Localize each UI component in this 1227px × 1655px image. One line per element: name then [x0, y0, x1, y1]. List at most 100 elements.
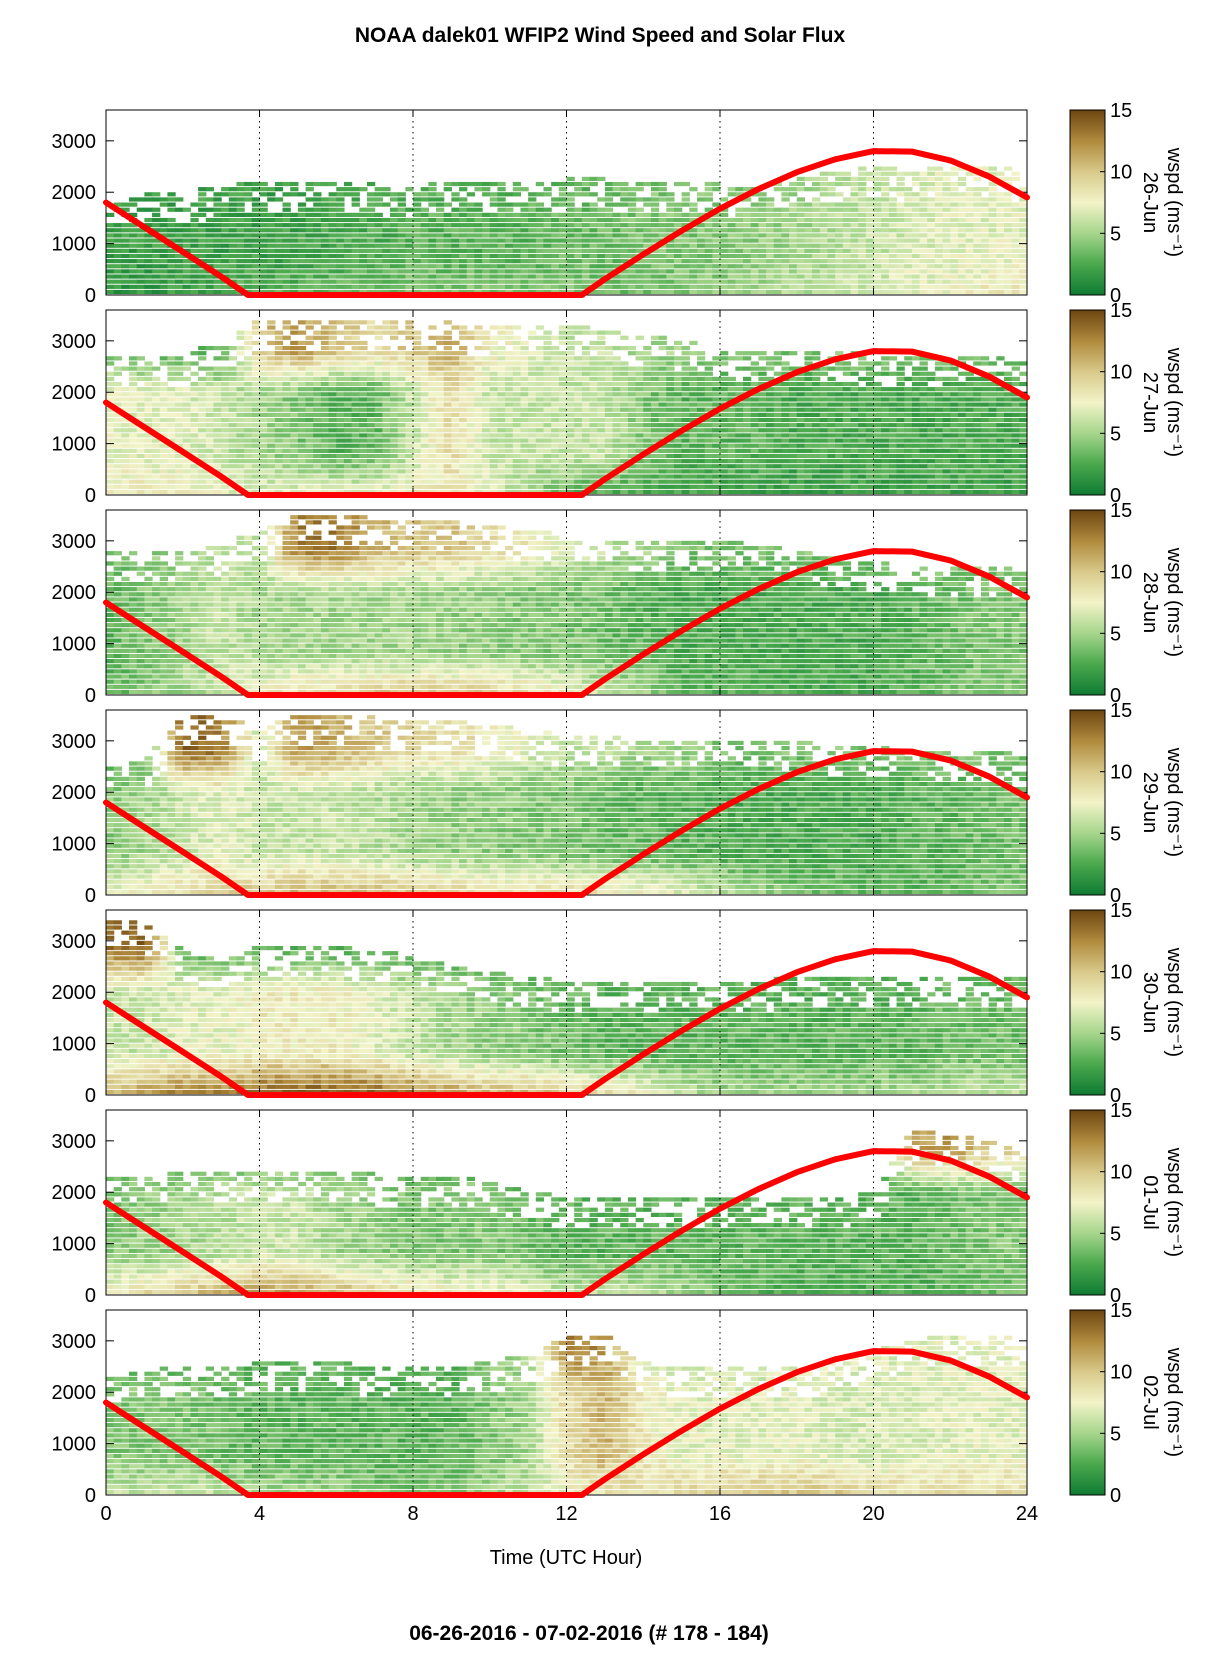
heatmap-cell — [520, 423, 529, 428]
heatmap-cell — [366, 181, 376, 187]
heatmap-cell — [228, 417, 238, 423]
heatmap-cell — [858, 171, 867, 176]
heatmap-cell — [612, 223, 621, 228]
heatmap-cell — [673, 397, 683, 402]
heatmap-cell — [443, 402, 452, 407]
heatmap-cell — [612, 181, 621, 187]
heatmap-cell — [228, 274, 238, 279]
heatmap-cell — [251, 474, 261, 479]
heatmap-cell — [796, 212, 806, 217]
heatmap-cell — [213, 464, 222, 469]
heatmap-cell — [251, 402, 261, 407]
heatmap-cell — [405, 187, 414, 192]
heatmap-cell — [643, 474, 652, 479]
heatmap-cell — [881, 207, 890, 212]
heatmap-cell — [282, 212, 291, 217]
heatmap-cell — [919, 187, 928, 192]
heatmap-cell — [497, 464, 506, 469]
heatmap-cell — [359, 274, 368, 279]
heatmap-cell — [750, 453, 759, 459]
heatmap-cell — [190, 279, 199, 284]
heatmap-cell — [482, 417, 491, 423]
heatmap-cell — [566, 423, 575, 428]
heatmap-cell — [428, 264, 437, 269]
heatmap-cell — [727, 464, 736, 469]
heatmap-cell — [459, 264, 468, 269]
heatmap-cell — [551, 274, 560, 279]
heatmap-cell — [343, 381, 353, 387]
heatmap-cell — [451, 412, 460, 417]
heatmap-cell — [474, 325, 483, 330]
heatmap-cell — [650, 233, 660, 238]
heatmap-cell — [712, 284, 721, 289]
heatmap-cell — [389, 217, 399, 223]
heatmap-cell — [251, 443, 261, 448]
heatmap-cell — [804, 176, 813, 182]
heatmap-cell — [436, 417, 445, 423]
heatmap-cell — [597, 459, 606, 464]
heatmap-cell — [620, 371, 629, 376]
heatmap-cell — [267, 392, 276, 397]
heatmap-cell — [274, 351, 284, 356]
heatmap-cell — [627, 381, 637, 387]
heatmap-cell — [259, 412, 268, 417]
panel-date-label: 26-Jun — [1139, 172, 1161, 233]
heatmap-cell — [167, 428, 176, 433]
heatmap-cell — [781, 228, 790, 233]
heatmap-cell — [274, 248, 284, 253]
heatmap-cell — [551, 335, 560, 340]
heatmap-cell — [359, 459, 368, 464]
heatmap-cell — [666, 351, 675, 356]
heatmap-cell — [313, 279, 322, 284]
heatmap-cell — [835, 284, 844, 289]
heatmap-cell — [413, 217, 422, 223]
heatmap-cell — [428, 376, 437, 382]
heatmap-cell — [850, 264, 859, 269]
heatmap-cell — [259, 284, 268, 289]
heatmap-cell — [520, 274, 529, 279]
heatmap-cell — [205, 243, 215, 248]
heatmap-cell — [320, 233, 330, 238]
heatmap-cell — [696, 433, 706, 438]
heatmap-cell — [129, 397, 138, 402]
heatmap-cell — [827, 171, 836, 176]
heatmap-cell — [420, 233, 429, 238]
heatmap-cell — [558, 233, 568, 238]
heatmap-cell — [528, 233, 537, 238]
heatmap-cell — [413, 351, 422, 356]
heatmap-cell — [113, 223, 122, 228]
heatmap-cell — [428, 217, 437, 223]
heatmap-cell — [658, 448, 667, 453]
heatmap-cell — [459, 371, 468, 376]
heatmap-cell — [113, 474, 122, 479]
heatmap-cell — [497, 489, 506, 495]
heatmap-cell — [474, 345, 483, 351]
heatmap-cell — [297, 340, 307, 346]
heatmap-cell — [267, 192, 276, 197]
heatmap-cell — [428, 407, 437, 412]
heatmap-cell — [221, 469, 230, 474]
heatmap-cell — [405, 274, 414, 279]
heatmap-cell — [727, 264, 736, 269]
heatmap-cell — [152, 417, 161, 423]
heatmap-cell — [888, 289, 898, 295]
heatmap-cell — [198, 243, 207, 248]
heatmap-cell — [735, 192, 744, 197]
heatmap-cell — [274, 448, 284, 453]
heatmap-cell — [535, 181, 545, 187]
heatmap-cell — [482, 448, 491, 453]
heatmap-cell — [720, 381, 729, 387]
heatmap-cell — [136, 459, 145, 464]
heatmap-cell — [789, 243, 798, 248]
heatmap-cell — [366, 397, 376, 402]
heatmap-cell — [735, 223, 744, 228]
heatmap-cell — [282, 233, 291, 238]
heatmap-cell — [336, 223, 345, 228]
heatmap-cell — [551, 289, 560, 295]
heatmap-cell — [228, 192, 238, 197]
heatmap-cell — [789, 187, 798, 192]
heatmap-cell — [221, 259, 230, 264]
heatmap-cell — [773, 223, 783, 228]
heatmap-cell — [881, 223, 890, 228]
heatmap-cell — [658, 392, 667, 397]
